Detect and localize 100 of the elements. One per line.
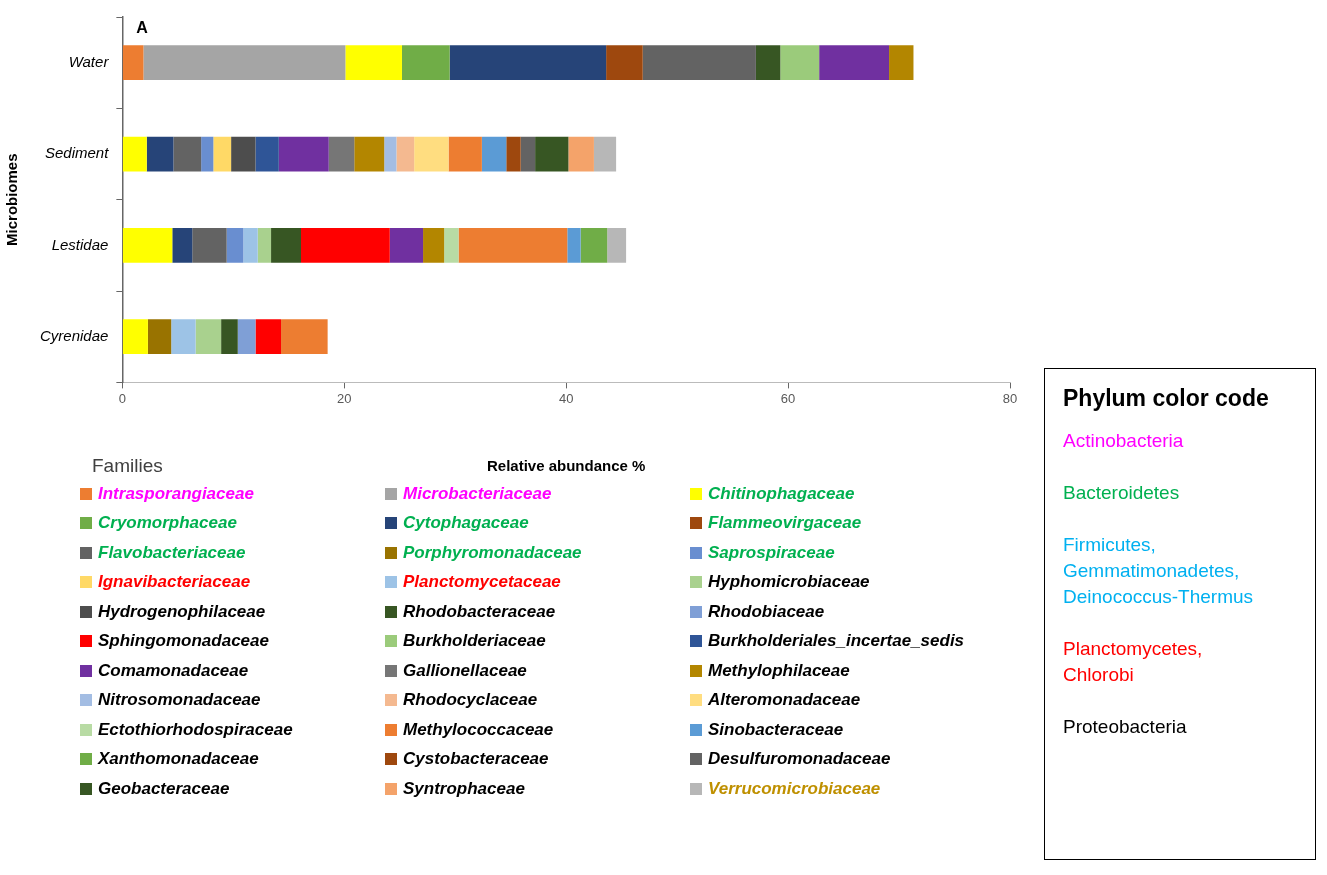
x-tick-label: 0: [118, 390, 126, 406]
legend-label: Porphyromonadaceae: [403, 542, 582, 563]
y-tick-label: Cyrenidae: [40, 326, 109, 344]
bar: [593, 136, 617, 172]
bar: [506, 136, 521, 172]
bar: [607, 228, 627, 263]
legend-label: Sinobacteraceae: [708, 719, 844, 740]
bar: [389, 228, 424, 263]
bar: [122, 319, 148, 355]
bar: [481, 136, 507, 172]
x-axis-title: Relative abundance %: [486, 457, 646, 475]
bar: [401, 45, 450, 81]
x-tick-label: 60: [780, 390, 796, 406]
text: Planctomycetes, Chlorobi: [1063, 637, 1204, 687]
bar: [642, 45, 756, 81]
bar: [423, 228, 445, 263]
legend-label: Cytophagaceae: [403, 513, 529, 534]
legend-label: Flammeovirgaceae: [708, 513, 862, 534]
bar: [143, 45, 346, 81]
bar: [231, 136, 256, 172]
text: Actinobacteria: [1063, 429, 1185, 453]
legend-label: Burkholderiaceae: [403, 631, 546, 652]
bar: [173, 136, 202, 172]
bar: [819, 45, 890, 81]
bar: [889, 45, 914, 81]
legend-label: Alteromonadaceae: [708, 690, 861, 711]
y-tick-label: Lestidae: [51, 235, 109, 253]
legend-label: Saprospiraceae: [708, 542, 835, 563]
legend-label: Nitrosomonadaceae: [98, 690, 261, 711]
bar: [580, 228, 608, 263]
legend-label: Burkholderiales_incertae_sedis: [708, 631, 965, 652]
bar: [195, 319, 222, 355]
y-tick-label: Water: [68, 52, 110, 70]
legend-label: Rhodobacteraceae: [403, 601, 556, 622]
bar: [271, 228, 302, 263]
bar: [226, 228, 244, 263]
bar: [146, 136, 174, 172]
legend-label: Microbacteriaceae: [403, 483, 552, 504]
legend-label: Intrasporangiaceae: [98, 483, 254, 504]
legend-label: Rhodobiaceae: [708, 601, 825, 622]
bar: [448, 136, 482, 172]
bar: [122, 228, 173, 263]
legend-title: Families: [92, 455, 163, 476]
bar: [122, 136, 147, 172]
x-tick-label: 20: [337, 390, 352, 406]
legend-label: Sphingomonadaceae: [98, 631, 269, 652]
chart-title: A: [136, 19, 149, 37]
bar: [192, 228, 227, 263]
bar: [414, 136, 449, 172]
bar: [301, 228, 390, 263]
bar: [535, 136, 569, 172]
y-tick-label: Sediment: [45, 144, 110, 162]
bar: [221, 319, 238, 355]
text: Bacteroidetes: [1063, 481, 1181, 505]
legend-label: Verrucomicrobiaceae: [708, 778, 881, 799]
x-tick-label: 80: [1002, 390, 1018, 406]
legend-label: Cryomorphaceae: [98, 513, 237, 534]
legend-label: Hydrogenophilaceae: [98, 601, 266, 622]
legend-label: Syntrophaceae: [403, 778, 525, 799]
text: Proteobacteria: [1063, 715, 1188, 739]
bar: [213, 136, 232, 172]
bar: [243, 228, 258, 263]
bar: [278, 136, 329, 172]
legend-label: Rhodocyclaceae: [403, 690, 538, 711]
bar: [755, 45, 781, 81]
bar: [345, 45, 402, 81]
bar: [567, 228, 581, 263]
legend-label: Desulfuromonadaceae: [708, 749, 891, 770]
legend-label: Geobacteraceae: [98, 778, 230, 799]
bar: [384, 136, 397, 172]
bar: [122, 45, 144, 81]
y-axis-title: Microbiomes: [3, 153, 21, 246]
legend-label: Ignavibacteriaceae: [98, 572, 251, 593]
bar: [255, 136, 279, 172]
bar: [237, 319, 256, 355]
bar: [257, 228, 272, 263]
bar: [147, 319, 172, 355]
bar: [568, 136, 594, 172]
text: Firmicutes, Gemmatimonadetes, Deinococcus-Thermus: [1063, 533, 1255, 609]
bar: [201, 136, 214, 172]
bar: [520, 136, 536, 172]
legend-label: Cystobacteraceae: [403, 749, 549, 770]
legend-label: Chitinophagaceae: [708, 483, 855, 504]
legend-label: Gallionellaceae: [403, 660, 527, 681]
bar: [172, 228, 193, 263]
x-tick-label: 40: [558, 390, 574, 406]
bar: [328, 136, 355, 172]
bar: [354, 136, 385, 172]
bar: [458, 228, 568, 263]
bar: [780, 45, 820, 81]
bar: [281, 319, 328, 355]
legend-label: Ectothiorhodospiraceae: [98, 719, 293, 740]
legend-label: Methylophilaceae: [708, 660, 850, 681]
bar: [171, 319, 196, 355]
bar: [606, 45, 643, 81]
bar: [396, 136, 415, 172]
legend-label: Flavobacteriaceae: [98, 542, 246, 563]
legend-label: Hyphomicrobiaceae: [708, 572, 870, 593]
bar: [255, 319, 282, 355]
legend-label: Comamonadaceae: [98, 660, 249, 681]
